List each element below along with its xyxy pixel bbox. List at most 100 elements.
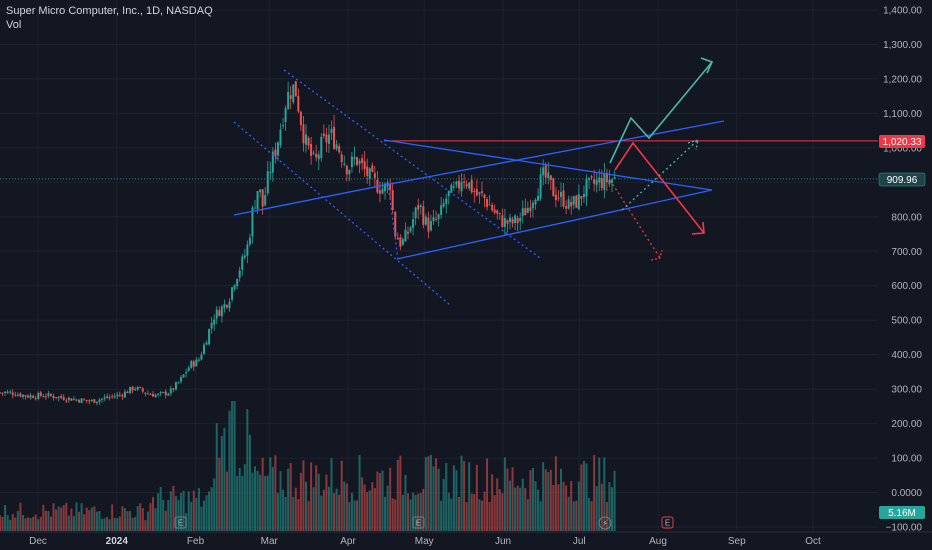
event-markers[interactable]: E E ⚡ E xyxy=(174,516,674,530)
volume-bar xyxy=(593,454,596,531)
candle-body xyxy=(218,310,221,316)
candle-body xyxy=(378,190,381,194)
volume-bar xyxy=(539,501,542,531)
candle-body xyxy=(203,344,205,355)
volume-bar xyxy=(322,489,325,531)
candle-body xyxy=(473,191,476,193)
candle-body xyxy=(187,367,190,372)
volume-bar xyxy=(261,457,264,531)
volume-bar xyxy=(106,516,109,531)
volume-bar xyxy=(37,519,40,531)
candle-body xyxy=(414,207,417,219)
candle-body xyxy=(103,397,106,399)
candle-body xyxy=(95,401,98,404)
candle-body xyxy=(197,359,200,361)
volume-bar xyxy=(294,487,297,531)
candle-body xyxy=(429,221,432,231)
volume-bar xyxy=(338,494,341,531)
candle-body xyxy=(108,397,111,399)
candle-body xyxy=(338,146,341,153)
candle-body xyxy=(396,237,399,240)
candle-body xyxy=(345,165,348,175)
volume-bar xyxy=(95,511,98,531)
candle-body xyxy=(44,396,47,398)
volume-bar xyxy=(503,457,506,531)
candle-body xyxy=(506,220,509,224)
volume-bar xyxy=(141,508,144,531)
volume-bar xyxy=(174,495,177,531)
candle-body xyxy=(19,393,22,397)
volume-bar xyxy=(343,481,346,531)
candle-body xyxy=(167,393,170,396)
candle-body xyxy=(524,208,527,216)
volume-bar xyxy=(414,495,417,531)
diagonal-dashed-line xyxy=(283,69,541,259)
volume-bar xyxy=(463,461,466,531)
candle-body xyxy=(271,151,274,173)
volume-bar xyxy=(409,499,412,531)
candle-body xyxy=(452,186,455,188)
candle-body xyxy=(0,392,1,394)
candle-body xyxy=(384,183,387,192)
candle-body xyxy=(157,393,160,395)
volume-bar xyxy=(389,467,392,531)
candle-body xyxy=(445,198,448,204)
candle-body xyxy=(129,387,132,394)
volume-bar xyxy=(399,455,402,531)
volume-bar xyxy=(562,481,565,531)
volume-bar xyxy=(480,500,483,531)
candle-body xyxy=(458,180,460,189)
volume-bar xyxy=(52,503,55,531)
volume-bar xyxy=(6,515,9,531)
candle-body xyxy=(67,397,70,401)
volume-bar xyxy=(570,480,573,531)
volume-bar xyxy=(167,500,170,531)
volume-bar xyxy=(588,497,591,531)
candle-body xyxy=(315,154,318,158)
candle-body xyxy=(590,176,593,178)
candle-body xyxy=(427,217,430,232)
candle-body xyxy=(511,218,514,224)
svg-text:⚡: ⚡ xyxy=(602,519,608,528)
volume-bar xyxy=(417,493,420,531)
candle-body xyxy=(182,374,185,378)
candle-body xyxy=(154,394,157,398)
price-tick-label: 0.0000 xyxy=(891,488,922,499)
volume-bar xyxy=(376,471,379,531)
price-axis[interactable]: 1,400.00 1,300.00 1,200.00 1,100.00 1,000.00… xyxy=(883,6,922,534)
bullish-dotted-path xyxy=(621,139,699,211)
volume-bar xyxy=(139,503,142,531)
price-tick-label: 600.00 xyxy=(891,281,922,292)
earnings-marker-apr[interactable]: E xyxy=(412,516,425,529)
candle-body xyxy=(228,301,231,309)
volume-bar xyxy=(157,493,160,531)
volume-bar xyxy=(21,515,24,531)
earnings-marker-feb[interactable]: E xyxy=(174,516,187,529)
volume-bar xyxy=(136,506,139,531)
candle-body xyxy=(113,396,116,398)
split-marker[interactable]: ⚡ xyxy=(598,516,612,530)
volume-bar xyxy=(544,469,547,531)
volume-bar xyxy=(458,496,460,531)
candle-body xyxy=(409,227,412,232)
earnings-marker-aug[interactable]: E xyxy=(661,516,674,529)
candle-body xyxy=(177,382,180,384)
volume-bar xyxy=(279,471,282,531)
candle-body xyxy=(335,144,338,150)
candle-body xyxy=(246,244,249,256)
volume-bar xyxy=(356,500,358,531)
candle-body xyxy=(404,229,407,242)
volume-bar xyxy=(65,502,68,531)
volume-bar xyxy=(42,504,45,531)
candle-body xyxy=(498,212,501,214)
time-axis[interactable]: Dec 2024 Feb Mar Apr May Jun Jul Aug Sep Oct xyxy=(29,536,821,547)
candle-body xyxy=(582,194,585,197)
volume-bar xyxy=(447,492,450,531)
candle-body xyxy=(16,394,19,396)
volume-bar xyxy=(4,505,7,531)
volume-bar xyxy=(269,457,272,531)
candle-body xyxy=(90,399,93,401)
trendline xyxy=(396,189,713,260)
candle-body xyxy=(333,126,336,149)
